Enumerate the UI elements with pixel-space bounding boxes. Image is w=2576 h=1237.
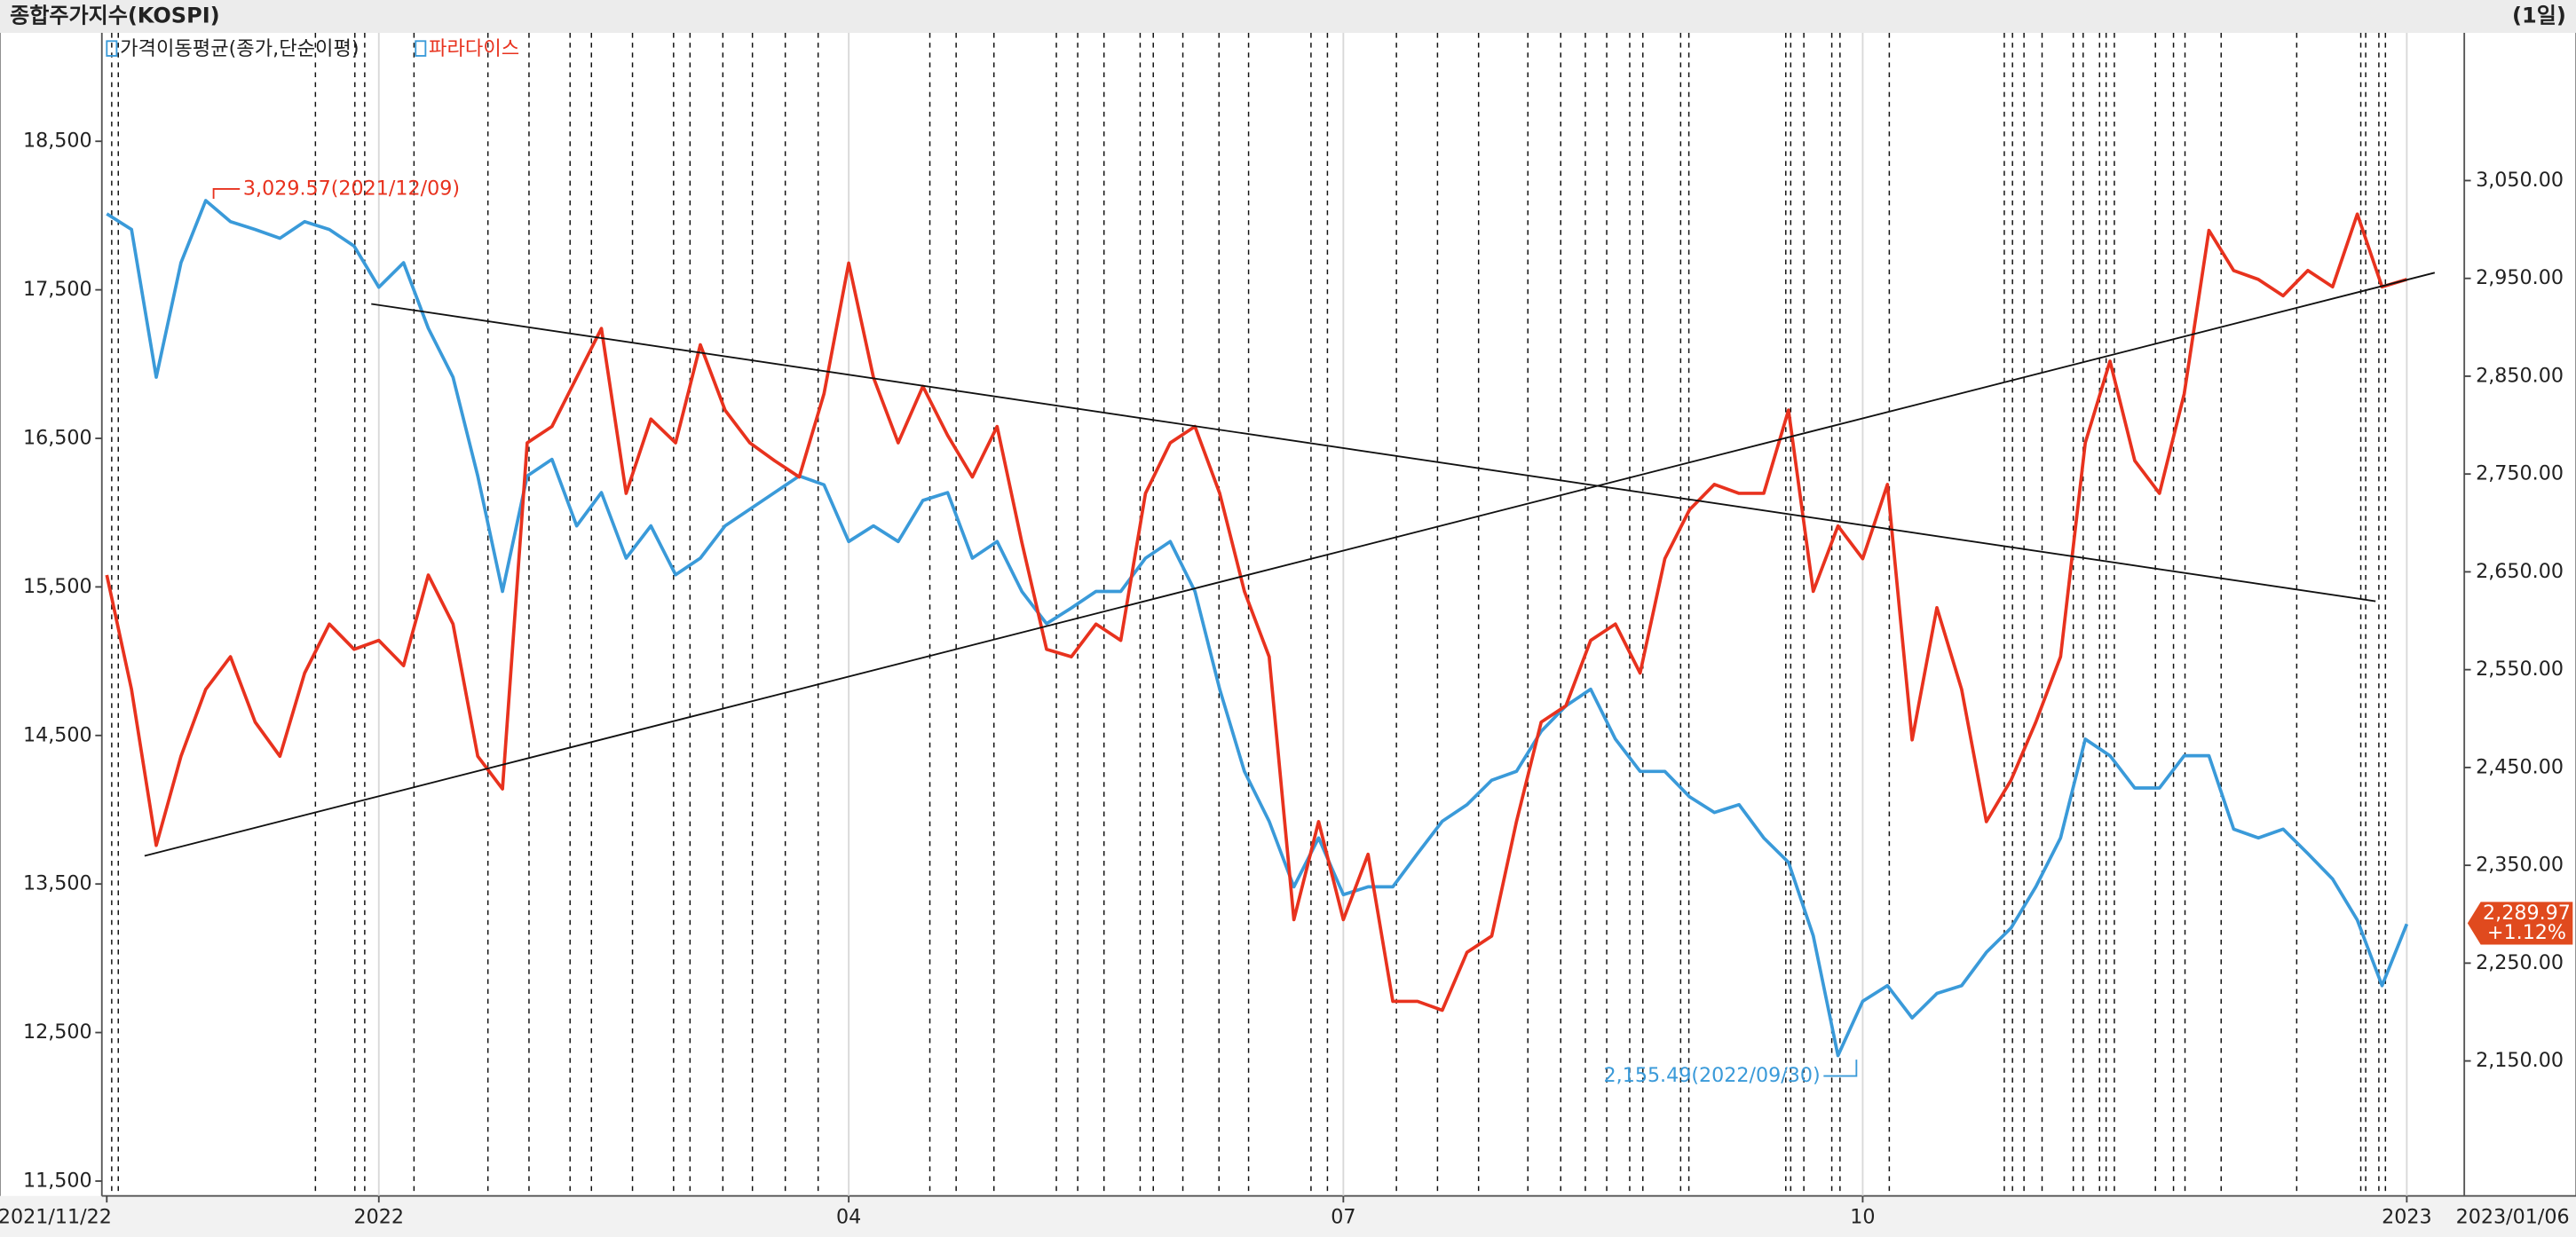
y2-tick-label: 2,750.00 (2476, 462, 2564, 485)
header-bar (0, 0, 2576, 34)
last-price: 2,289.97 (2483, 902, 2571, 925)
y2-tick-label: 2,150.00 (2476, 1049, 2564, 1072)
series-layer (105, 199, 2409, 1058)
legend-icon (415, 40, 427, 57)
y2-tick-label: 2,950.00 (2476, 266, 2564, 289)
x-tick-label: 2023 (2382, 1205, 2432, 1228)
y2-tick-label: 2,850.00 (2476, 364, 2564, 387)
series-line (106, 199, 2409, 1058)
y2-tick-label: 2,450.00 (2476, 755, 2564, 778)
y-tick-label: 15,500 (23, 575, 92, 598)
min-pointer (1823, 1060, 1858, 1077)
x-tick-label: 10 (1850, 1205, 1875, 1228)
last-change: +1.12% (2487, 921, 2566, 944)
y2-tick-label: 3,050.00 (2476, 169, 2564, 192)
x-tick-label: 04 (836, 1205, 861, 1228)
y2-tick-label: 2,250.00 (2476, 951, 2564, 974)
trend-line-up (144, 272, 2436, 857)
x-tick-label: 07 (1331, 1205, 1355, 1228)
event-lines (111, 33, 2387, 1196)
y-tick-label: 14,500 (23, 723, 92, 746)
min-annotation: 2,155.49(2022/09/30) (1604, 1064, 1821, 1087)
date-range-end: 2023/01/06 (2456, 1205, 2570, 1228)
x-tick-label: 2021/11/22 (0, 1205, 112, 1228)
y-tick-label: 12,500 (23, 1020, 92, 1044)
y2-tick-label: 2,350.00 (2476, 854, 2564, 877)
y-tick-label: 17,500 (23, 278, 92, 301)
y-tick-label: 11,500 (23, 1169, 92, 1192)
x-axis-band (0, 1195, 2576, 1237)
indicator-label: 가격이동평균(종가,단순이평) (120, 37, 359, 60)
y2-tick-label: 2,550.00 (2476, 658, 2564, 681)
max-pointer (212, 187, 241, 200)
last-price-tag (2467, 902, 2573, 945)
legend-entry: 파라다이스 (429, 37, 519, 60)
x-tick-label: 2022 (354, 1205, 405, 1228)
chart-title: 종합주가지수(KOSPI) (10, 4, 220, 28)
y-tick-label: 18,500 (23, 130, 92, 153)
grid (377, 33, 2408, 1196)
period-label: (1일) (2512, 4, 2566, 28)
series-line (105, 212, 2407, 1012)
legend-icon (106, 40, 118, 57)
max-annotation: 3,029.57(2021/12/09) (243, 177, 460, 200)
y2-tick-label: 2,650.00 (2476, 560, 2564, 583)
trend-line-down (371, 303, 2376, 603)
y-tick-label: 16,500 (23, 427, 92, 450)
y-tick-label: 13,500 (23, 872, 92, 895)
